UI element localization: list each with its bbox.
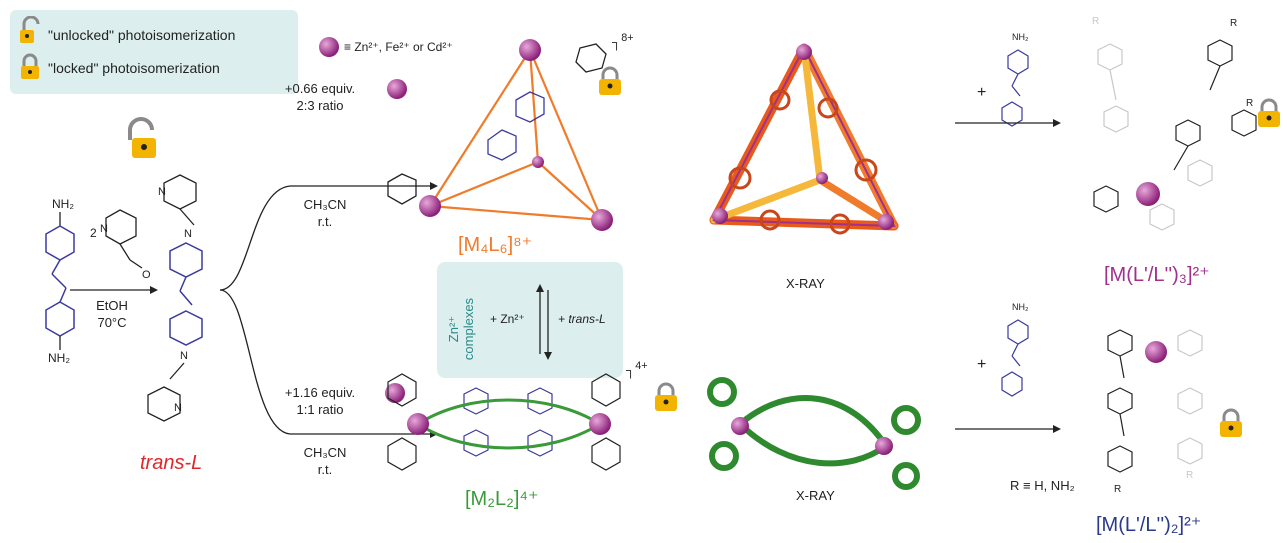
upper-charge: ┐8+ bbox=[612, 32, 634, 50]
equilibrium-box bbox=[437, 262, 623, 378]
upper-temp: r.t. bbox=[317, 214, 333, 229]
lower-ratio: 1:1 ratio bbox=[296, 402, 344, 417]
equilibrium-side-wrap: Zn²⁺ complexes bbox=[443, 280, 479, 364]
equilibrium-side-label: Zn²⁺ complexes bbox=[446, 297, 476, 361]
lower-conditions-top: +1.16 equiv. 1:1 ratio bbox=[255, 384, 385, 418]
upper-locked-padlock-icon bbox=[599, 66, 621, 95]
upper-conditions-top: +0.66 equiv. 2:3 ratio bbox=[255, 80, 385, 114]
m-l3-label: [M(L'/L'')₃]²⁺ bbox=[1104, 264, 1210, 286]
lower-equiv: +1.16 equiv. bbox=[284, 385, 356, 400]
pyridine-n-atom: N bbox=[100, 223, 108, 235]
trans-L-label: trans-L bbox=[140, 452, 203, 474]
right-bottom-reagent: NH₂ bbox=[1001, 302, 1029, 397]
lower-conditions-bottom: CH₃CN r.t. bbox=[280, 444, 370, 478]
equiv-two: 2 bbox=[90, 226, 97, 240]
right-bottom-nh2: NH₂ bbox=[1012, 302, 1029, 312]
right-bottom-plus: + bbox=[977, 356, 987, 373]
m-l2-structure: R R bbox=[1107, 329, 1203, 495]
step1-conditions: EtOH 70°C bbox=[82, 297, 142, 331]
xray-helicate-image bbox=[707, 377, 921, 490]
step1-arrow bbox=[70, 286, 158, 294]
trans-L-structure: N N N N bbox=[147, 174, 203, 422]
m-l3-r-grey: R bbox=[1092, 16, 1099, 27]
right-top-plus: + bbox=[977, 84, 987, 101]
aldehyde-o-atom: O bbox=[142, 269, 151, 281]
helicate-schematic bbox=[387, 373, 621, 471]
diaminoazobenzene-structure: NH₂ NH₂ bbox=[45, 197, 75, 365]
right-bottom-locked-padlock-icon bbox=[1220, 408, 1242, 437]
upper-solvent: CH₃CN bbox=[303, 197, 347, 212]
trans-L-unlocked-padlock-icon bbox=[128, 117, 156, 158]
right-top-arrow bbox=[955, 119, 1061, 127]
upper-equiv: +0.66 equiv. bbox=[284, 81, 356, 96]
right-bottom-arrow bbox=[955, 425, 1061, 433]
m-l3-r-top: R bbox=[1230, 18, 1237, 29]
m-l2-r-grey: R bbox=[1186, 470, 1193, 481]
legend-box bbox=[10, 10, 298, 94]
metal-sphere-icon bbox=[319, 37, 339, 57]
r-definition: R ≡ H, NH₂ bbox=[1010, 478, 1075, 493]
lower-charge-value: 4+ bbox=[635, 360, 648, 372]
imine-n-atom: N bbox=[180, 350, 188, 362]
lower-charge: ┐4+ bbox=[626, 360, 648, 378]
step1-temperature: 70°C bbox=[97, 315, 127, 330]
xray-bottom-label: X-RAY bbox=[796, 488, 835, 503]
xray-tetrahedron-image bbox=[709, 43, 899, 235]
locked-padlock-icon bbox=[21, 53, 39, 79]
lower-metal-sphere-icon bbox=[385, 383, 405, 403]
lower-temp: r.t. bbox=[317, 462, 333, 477]
m-l2-r-black: R bbox=[1114, 484, 1121, 495]
unlocked-padlock-icon bbox=[20, 16, 40, 43]
m2l2-label: [M₂L₂]⁴⁺ bbox=[465, 488, 539, 510]
pyridine-aldehyde-structure: N O bbox=[100, 209, 151, 281]
upper-metal-sphere-icon bbox=[387, 79, 407, 99]
m4l6-label: [M₄L₆]⁸⁺ bbox=[458, 234, 533, 256]
right-top-locked-padlock-icon bbox=[1258, 98, 1280, 127]
legend-unlocked-label: "unlocked" photoisomerization bbox=[48, 27, 236, 43]
m-l2-label: [M(L'/L'')₂]²⁺ bbox=[1096, 514, 1202, 536]
upper-charge-value: 8+ bbox=[621, 32, 634, 44]
pyridine-n-atom: N bbox=[158, 186, 166, 198]
pyridine-n-atom: N bbox=[174, 402, 182, 414]
equilibrium-arrows bbox=[536, 284, 552, 360]
right-top-reagent: NH₂ bbox=[1001, 32, 1029, 127]
nh2-top-atom: NH₂ bbox=[52, 197, 74, 211]
metal-note: ≡ Zn²⁺, Fe²⁺ or Cd²⁺ bbox=[344, 40, 453, 54]
right-top-nh2: NH₂ bbox=[1012, 32, 1029, 42]
lower-solvent: CH₃CN bbox=[303, 445, 347, 460]
nh2-bottom-atom: NH₂ bbox=[48, 351, 70, 365]
upper-conditions-bottom: CH₃CN r.t. bbox=[280, 196, 370, 230]
step1-solvent: EtOH bbox=[96, 298, 128, 313]
imine-n-atom: N bbox=[184, 228, 192, 240]
m-l3-structure: R R R bbox=[1092, 16, 1257, 231]
upper-ratio: 2:3 ratio bbox=[296, 98, 344, 113]
xray-top-label: X-RAY bbox=[786, 276, 825, 291]
equilibrium-left-text: + Zn²⁺ bbox=[490, 312, 525, 326]
equilibrium-right-text: + trans-L bbox=[558, 312, 606, 326]
legend-locked-label: "locked" photoisomerization bbox=[48, 60, 220, 76]
m-l3-r-side: R bbox=[1246, 98, 1253, 109]
tetrahedron-schematic bbox=[387, 39, 613, 231]
lower-locked-padlock-icon bbox=[655, 382, 677, 411]
